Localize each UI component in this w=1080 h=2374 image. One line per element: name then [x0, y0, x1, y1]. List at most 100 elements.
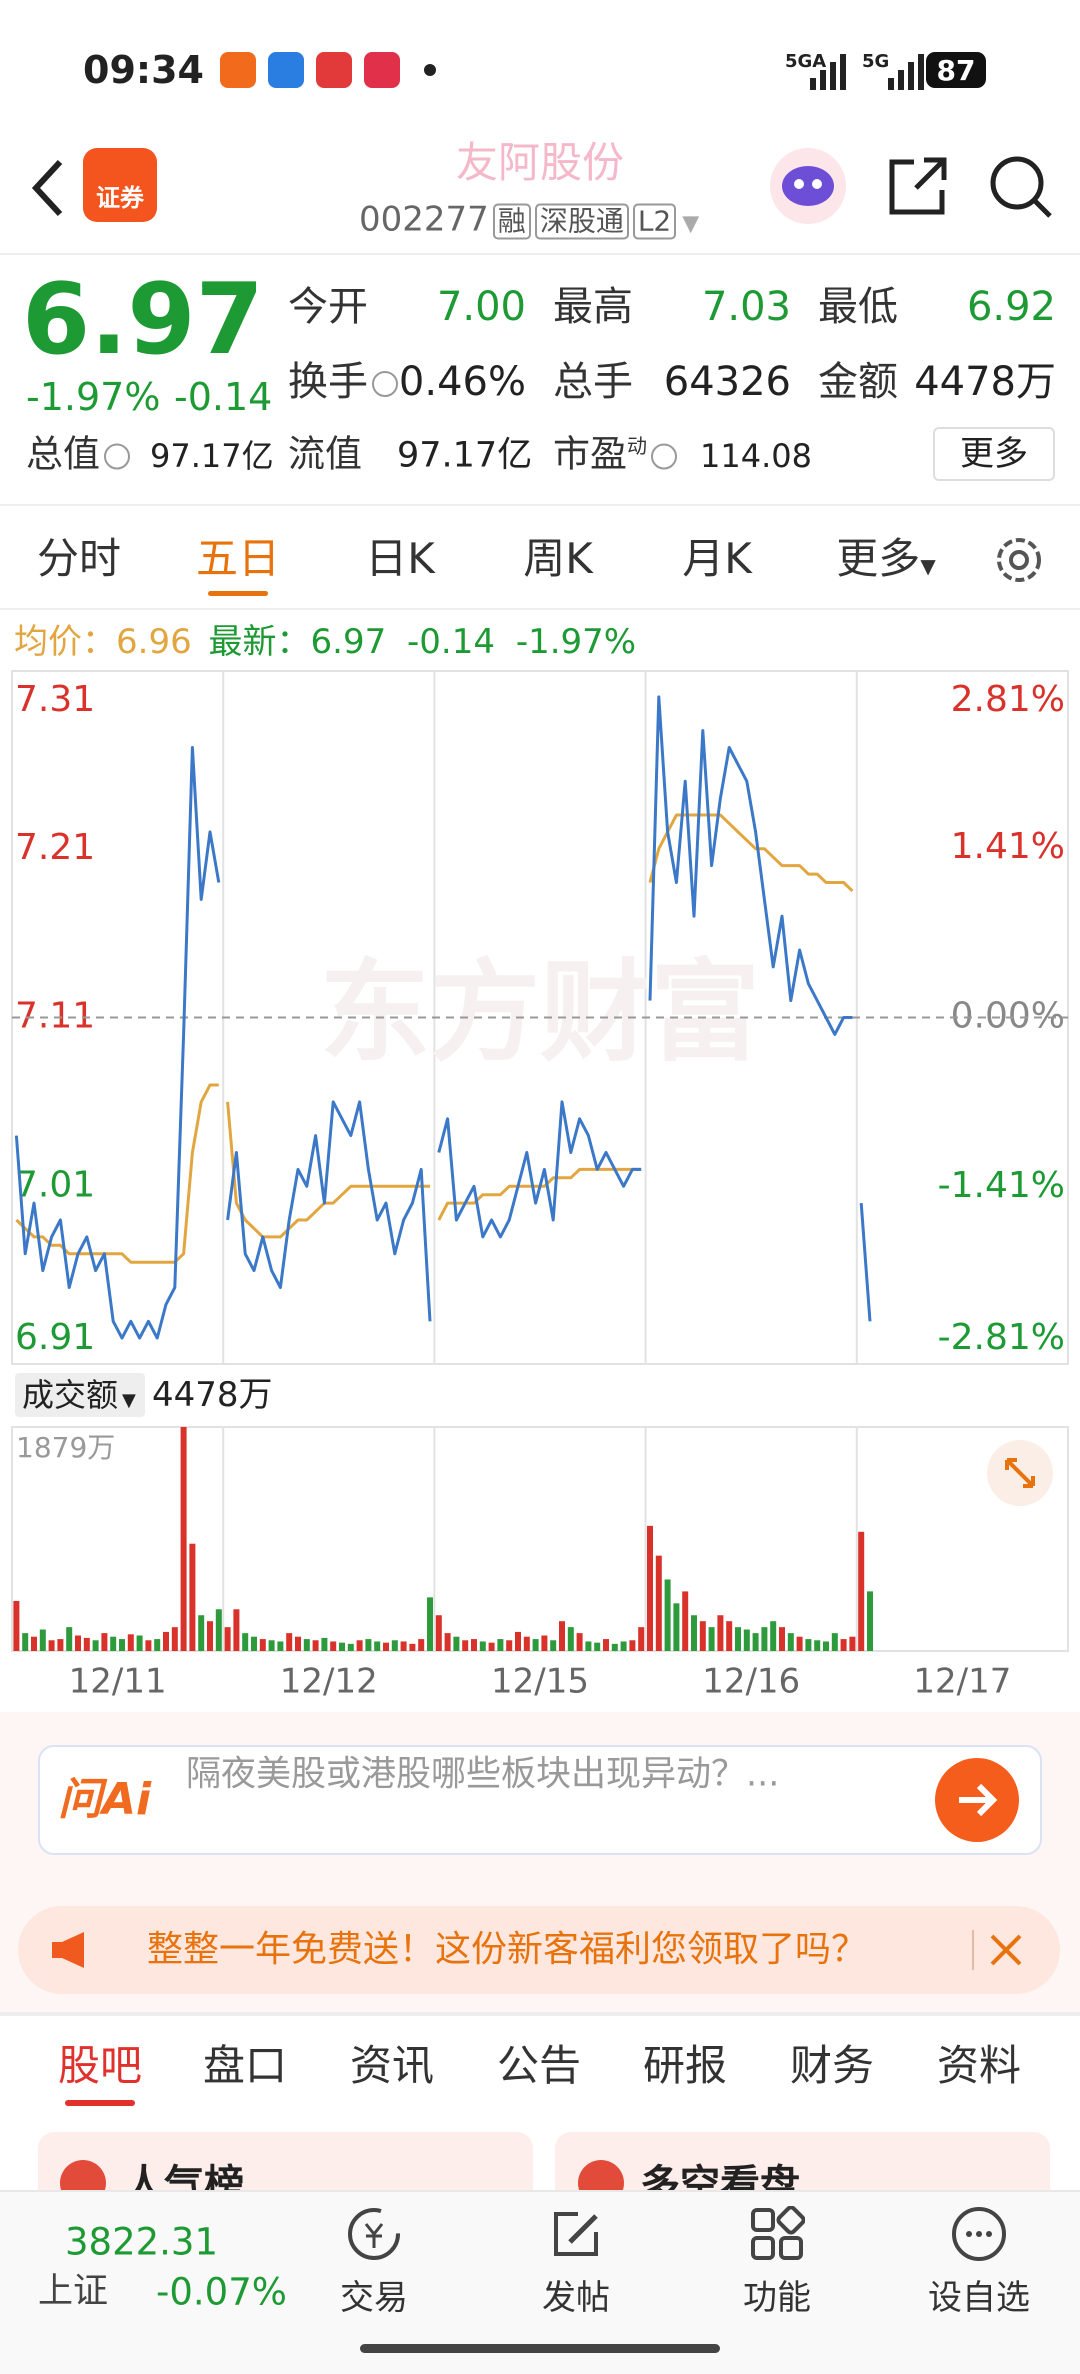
- volume-bar: [831, 1633, 838, 1651]
- nav-label[interactable]: 发帖: [542, 2278, 610, 2318]
- volume-bar: [435, 1615, 442, 1651]
- volume-bar: [550, 1640, 557, 1651]
- volume-bar: [444, 1633, 451, 1651]
- nav-icon[interactable]: [346, 2206, 402, 2262]
- index-value[interactable]: 3822.31: [65, 2220, 219, 2264]
- nav-icon[interactable]: [951, 2206, 1007, 2262]
- section-tab[interactable]: 盘口: [202, 2041, 288, 2090]
- info-icon[interactable]: [651, 443, 677, 469]
- volume-bar: [497, 1639, 504, 1651]
- more-button[interactable]: [933, 427, 1055, 481]
- volume-bar: [479, 1641, 486, 1651]
- ai-submit[interactable]: [935, 1758, 1019, 1842]
- nav-icon[interactable]: [548, 2206, 604, 2262]
- volume-bar: [682, 1591, 689, 1651]
- volume-bar: [286, 1633, 293, 1651]
- battery: [926, 52, 986, 88]
- divider: [0, 504, 1080, 506]
- index-change[interactable]: -0.07%: [156, 2270, 287, 2314]
- volume-bar: [515, 1631, 521, 1651]
- stat-label: 最高: [553, 284, 633, 330]
- expand-button[interactable]: [985, 1438, 1055, 1508]
- banner[interactable]: [18, 1906, 1060, 1994]
- volume-bar: [726, 1621, 733, 1651]
- index-name[interactable]: 上证: [38, 2271, 109, 2312]
- volume-bar: [374, 1641, 381, 1651]
- more-button-label: 更多: [960, 434, 1028, 474]
- volume-selector[interactable]: [15, 1373, 145, 1417]
- latest-change-pct: -1.97%: [515, 622, 637, 662]
- volume-bar: [119, 1639, 125, 1651]
- close-button[interactable]: [988, 1932, 1024, 1968]
- ai-box[interactable]: [38, 1745, 1042, 1855]
- volume-bar: [31, 1636, 37, 1651]
- separator: [972, 1930, 974, 1970]
- volume-bar: [180, 1427, 187, 1651]
- chart-tab[interactable]: 月K: [682, 534, 752, 583]
- stat-label-text: 换手: [288, 359, 368, 405]
- volume-bar: [409, 1643, 416, 1651]
- tag: 融: [492, 203, 531, 240]
- chart-tab[interactable]: 分时: [36, 534, 122, 583]
- volume-bar: [823, 1641, 829, 1651]
- volume-bar: [567, 1627, 574, 1651]
- stat-label: 换手: [288, 362, 402, 402]
- nav-label[interactable]: 交易: [340, 2278, 408, 2318]
- volume-bar: [594, 1642, 601, 1651]
- info-icon[interactable]: [104, 443, 130, 469]
- volume-bar: [849, 1636, 856, 1651]
- volume-label-text: 成交额: [22, 1376, 119, 1414]
- volume-bar: [779, 1627, 785, 1651]
- volume-bar: [365, 1639, 372, 1651]
- volume-bar: [743, 1629, 750, 1651]
- volume-bar: [427, 1597, 433, 1651]
- x-tick-label: 12/11: [69, 1662, 167, 1702]
- section-tab[interactable]: 财务: [789, 2041, 875, 2090]
- volume-bar: [462, 1640, 469, 1651]
- volume-bar: [215, 1609, 222, 1651]
- chart-tab[interactable]: 日K: [365, 534, 435, 583]
- volume-bar: [603, 1639, 609, 1651]
- section-tab-active[interactable]: 股吧: [57, 2041, 143, 2090]
- volume-bar: [761, 1627, 768, 1651]
- volume-bar: [620, 1641, 627, 1651]
- volume-bar: [453, 1636, 460, 1651]
- volume-bar: [321, 1637, 328, 1651]
- stat-value: 6.92: [966, 284, 1056, 330]
- ai-prompt: 隔夜美股或港股哪些板块出现异动？...: [186, 1754, 780, 1795]
- app-icon: [268, 52, 304, 88]
- info-icon[interactable]: [372, 371, 398, 397]
- volume-bar: [242, 1633, 249, 1651]
- volume-total: 4478万: [152, 1375, 273, 1415]
- y2-tick-label: -1.41%: [938, 1165, 1065, 1206]
- section-tab[interactable]: 公告: [496, 2041, 582, 2090]
- volume-bar: [708, 1627, 715, 1651]
- chart-tab[interactable]: 更多▼: [836, 538, 935, 580]
- bottom-nav: [0, 2190, 1080, 2374]
- settings-button[interactable]: [992, 533, 1046, 587]
- section-tab[interactable]: 研报: [642, 2041, 728, 2090]
- chart-tab-active[interactable]: 五日: [195, 534, 281, 583]
- dropdown-arrow[interactable]: ▼: [682, 211, 700, 237]
- megaphone-icon: [52, 1932, 84, 1968]
- volume-bar: [576, 1633, 583, 1651]
- assistant-avatar[interactable]: [768, 146, 848, 226]
- volume-bar: [303, 1639, 310, 1651]
- nav-label[interactable]: 功能: [743, 2278, 811, 2318]
- volume-bar: [400, 1641, 407, 1651]
- volume-bar: [840, 1639, 847, 1651]
- section-tab[interactable]: 资讯: [349, 2041, 435, 2090]
- chart-tab[interactable]: 周K: [523, 534, 593, 583]
- y2-tick-label: 1.41%: [951, 826, 1065, 867]
- stat-label: 总值: [26, 436, 134, 473]
- share-button[interactable]: [886, 154, 950, 218]
- nav-icon[interactable]: [749, 2206, 805, 2262]
- section-tab[interactable]: 资料: [936, 2041, 1022, 2090]
- logo[interactable]: [83, 148, 157, 222]
- y-tick-label: 7.31: [15, 679, 95, 720]
- back-button[interactable]: [28, 158, 68, 218]
- volume-bar: [110, 1636, 117, 1651]
- search-button[interactable]: [988, 154, 1054, 220]
- nav-label[interactable]: 设自选: [928, 2278, 1030, 2318]
